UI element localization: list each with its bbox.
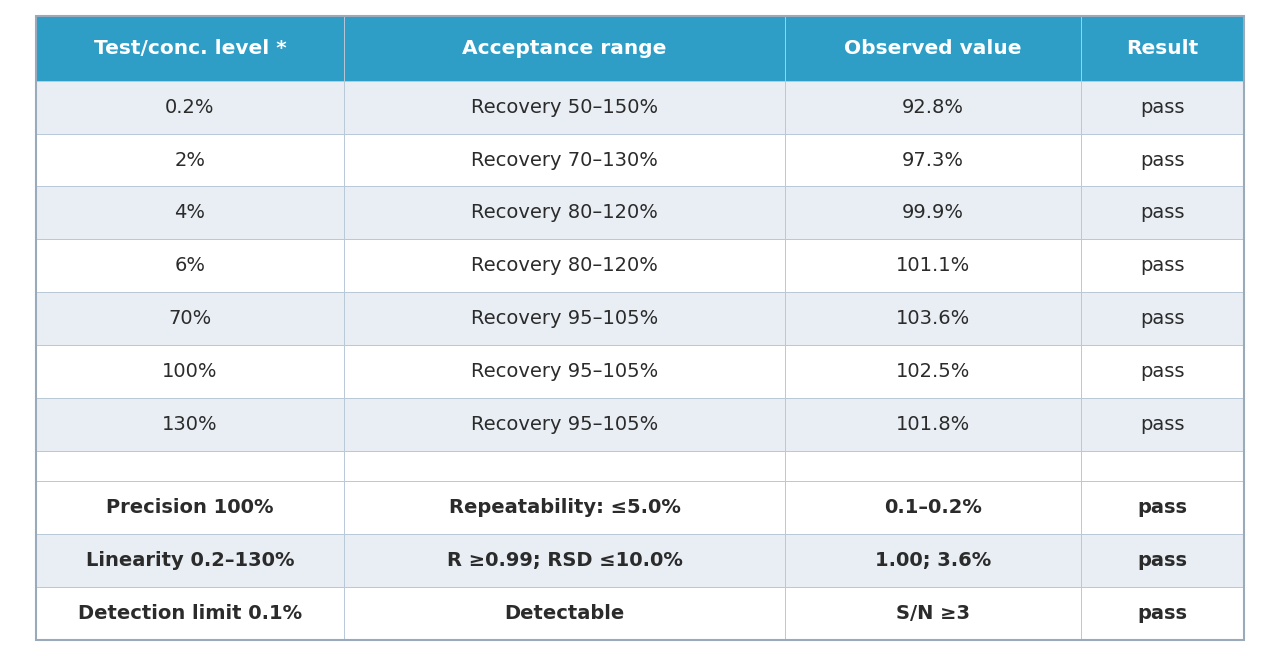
Text: Precision 100%: Precision 100%	[106, 498, 274, 517]
Text: pass: pass	[1140, 98, 1185, 117]
Text: Recovery 95–105%: Recovery 95–105%	[471, 310, 658, 329]
Text: pass: pass	[1138, 498, 1188, 517]
Bar	[1082, 586, 1244, 640]
Text: Result: Result	[1126, 39, 1199, 58]
Text: pass: pass	[1140, 310, 1185, 329]
Text: pass: pass	[1138, 604, 1188, 623]
Bar	[785, 239, 1082, 293]
Text: pass: pass	[1140, 256, 1185, 276]
Bar	[36, 586, 344, 640]
Bar	[785, 398, 1082, 451]
Text: Recovery 95–105%: Recovery 95–105%	[471, 362, 658, 381]
Text: 4%: 4%	[174, 203, 205, 222]
Text: 92.8%: 92.8%	[902, 98, 964, 117]
Text: 0.1–0.2%: 0.1–0.2%	[884, 498, 982, 517]
Bar	[36, 239, 344, 293]
Text: Detection limit 0.1%: Detection limit 0.1%	[78, 604, 302, 623]
Bar	[1082, 134, 1244, 186]
Bar	[1082, 481, 1244, 533]
Text: Repeatability: ≤5.0%: Repeatability: ≤5.0%	[448, 498, 681, 517]
Bar	[1082, 346, 1244, 398]
Text: Recovery 70–130%: Recovery 70–130%	[471, 150, 658, 169]
Bar	[1082, 398, 1244, 451]
Text: Detectable: Detectable	[504, 604, 625, 623]
Text: 130%: 130%	[163, 415, 218, 434]
Text: Acceptance range: Acceptance range	[462, 39, 667, 58]
Bar	[36, 134, 344, 186]
Bar	[1082, 293, 1244, 346]
Text: 97.3%: 97.3%	[902, 150, 964, 169]
Text: Observed value: Observed value	[845, 39, 1021, 58]
Text: 103.6%: 103.6%	[896, 310, 970, 329]
Text: Linearity 0.2–130%: Linearity 0.2–130%	[86, 550, 294, 569]
Text: 102.5%: 102.5%	[896, 362, 970, 381]
Bar	[785, 134, 1082, 186]
Bar	[1082, 186, 1244, 239]
Bar	[344, 134, 785, 186]
Text: R ≥0.99; RSD ≤10.0%: R ≥0.99; RSD ≤10.0%	[447, 550, 682, 569]
Bar	[785, 81, 1082, 134]
Text: 6%: 6%	[174, 256, 205, 276]
Bar	[1082, 451, 1244, 481]
Bar	[344, 398, 785, 451]
Text: pass: pass	[1140, 150, 1185, 169]
Text: pass: pass	[1140, 203, 1185, 222]
Bar	[344, 186, 785, 239]
Bar	[36, 481, 344, 533]
Bar	[785, 16, 1082, 81]
Bar	[344, 586, 785, 640]
Bar	[36, 293, 344, 346]
Bar	[1082, 533, 1244, 586]
Bar	[344, 481, 785, 533]
Bar	[36, 346, 344, 398]
Text: Recovery 95–105%: Recovery 95–105%	[471, 415, 658, 434]
Bar	[785, 586, 1082, 640]
Bar	[344, 293, 785, 346]
Bar	[785, 186, 1082, 239]
Bar	[785, 533, 1082, 586]
Bar	[36, 533, 344, 586]
Text: 100%: 100%	[163, 362, 218, 381]
Bar	[785, 481, 1082, 533]
Bar	[344, 533, 785, 586]
Bar	[344, 451, 785, 481]
Text: 99.9%: 99.9%	[902, 203, 964, 222]
Text: Recovery 80–120%: Recovery 80–120%	[471, 256, 658, 276]
Text: pass: pass	[1138, 550, 1188, 569]
Bar	[344, 239, 785, 293]
Text: 2%: 2%	[174, 150, 205, 169]
Text: 70%: 70%	[168, 310, 211, 329]
Text: pass: pass	[1140, 362, 1185, 381]
Text: Recovery 80–120%: Recovery 80–120%	[471, 203, 658, 222]
Bar	[36, 186, 344, 239]
Bar	[344, 16, 785, 81]
Bar	[785, 346, 1082, 398]
Bar	[36, 451, 344, 481]
Text: 101.1%: 101.1%	[896, 256, 970, 276]
Bar	[785, 451, 1082, 481]
Bar	[36, 81, 344, 134]
Text: S/N ≥3: S/N ≥3	[896, 604, 970, 623]
Bar	[36, 398, 344, 451]
Text: Test/conc. level *: Test/conc. level *	[93, 39, 287, 58]
Bar	[1082, 16, 1244, 81]
Bar	[785, 293, 1082, 346]
Bar	[1082, 239, 1244, 293]
Bar	[36, 16, 344, 81]
Text: 0.2%: 0.2%	[165, 98, 215, 117]
Text: 101.8%: 101.8%	[896, 415, 970, 434]
Bar	[1082, 81, 1244, 134]
Text: 1.00; 3.6%: 1.00; 3.6%	[876, 550, 991, 569]
Bar	[344, 81, 785, 134]
Text: Recovery 50–150%: Recovery 50–150%	[471, 98, 658, 117]
Bar	[344, 346, 785, 398]
Text: pass: pass	[1140, 415, 1185, 434]
